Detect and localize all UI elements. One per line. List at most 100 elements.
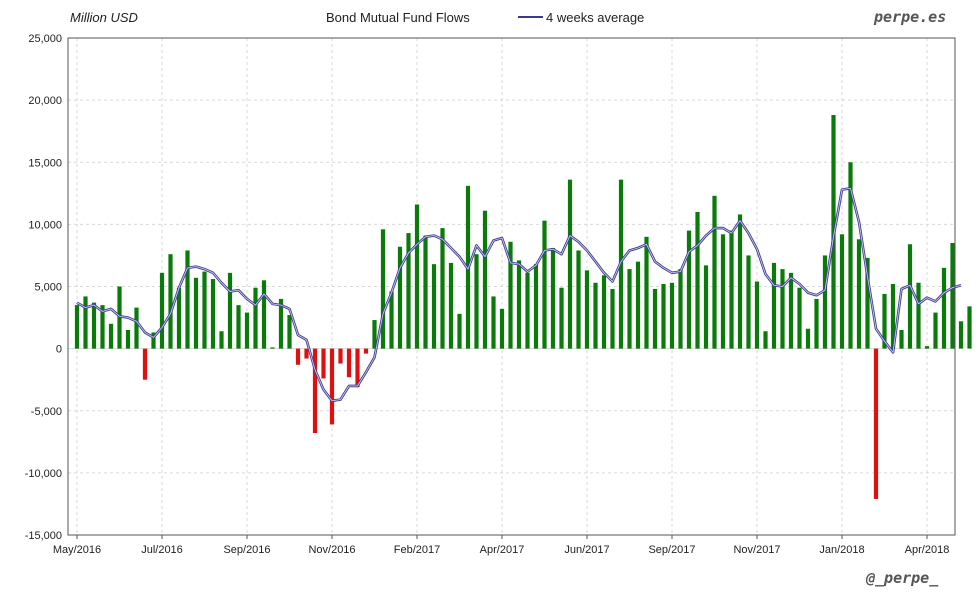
- flow-bar: [499, 308, 505, 349]
- flow-bar: [338, 348, 343, 364]
- flow-bar: [372, 320, 377, 349]
- x-tick-label: Apr/2017: [480, 544, 525, 556]
- y-tick-label: -10,000: [25, 468, 62, 480]
- y-axis-tick-labels: 25,000 20,000 15,000 10,000 5,000 0 -5,000 -10,…: [25, 33, 62, 542]
- flow-bar: [916, 282, 921, 349]
- flow-bar: [100, 305, 105, 349]
- flow-bar: [193, 277, 199, 349]
- x-axis-tick-labels: May/2016 Jul/2016 Sep/2016 Nov/2016 Feb/2017…: [53, 544, 949, 556]
- x-tick-label: Feb/2017: [394, 544, 440, 556]
- x-tick-label: Jul/2016: [141, 544, 183, 556]
- flow-bar: [304, 348, 309, 359]
- flow-bar: [678, 269, 683, 349]
- flow-bar: [91, 302, 97, 349]
- y-tick-label: 5,000: [34, 282, 62, 294]
- flow-bar: [848, 162, 853, 349]
- flow-bar: [610, 288, 615, 349]
- flow-bar: [780, 269, 785, 349]
- flow-bar: [686, 230, 692, 349]
- flow-bar: [695, 211, 700, 349]
- flow-bar: [822, 255, 828, 349]
- x-tick-label: Apr/2018: [905, 544, 950, 556]
- flow-bar: [899, 329, 904, 349]
- flow-bar: [576, 250, 581, 349]
- four-week-average-line: [76, 187, 962, 403]
- flow-bar: [559, 287, 564, 349]
- flow-bar: [652, 288, 658, 349]
- flow-bar: [74, 305, 80, 349]
- brand-bottom: @_perpe_: [865, 569, 939, 587]
- flow-bar: [890, 284, 896, 349]
- flow-bar: [278, 298, 284, 349]
- flow-bar: [151, 332, 156, 349]
- y-tick-label: -15,000: [25, 530, 62, 542]
- flow-bar: [882, 293, 887, 349]
- flow-bar: [644, 236, 649, 349]
- flow-bar: [406, 233, 411, 349]
- flow-bar: [261, 280, 267, 349]
- flow-bar: [856, 239, 862, 349]
- flow-bar: [627, 269, 632, 349]
- flow-bar: [584, 270, 590, 349]
- flow-bar: [414, 204, 420, 349]
- average-line-inner: [76, 187, 962, 402]
- flow-bar: [933, 312, 938, 349]
- flow-bar: [508, 241, 513, 349]
- flow-bar: [967, 306, 972, 349]
- flow-bar: [168, 254, 173, 349]
- x-tick-label: Jan/2018: [819, 544, 864, 556]
- flow-bar: [924, 346, 930, 349]
- flow-bar: [423, 235, 428, 349]
- flow-bar: [482, 210, 488, 349]
- x-tick-label: Sep/2017: [648, 544, 695, 556]
- flow-bar: [474, 254, 479, 349]
- flow-bar: [321, 348, 326, 379]
- x-tick-label: Sep/2016: [223, 544, 270, 556]
- flow-bar: [873, 348, 879, 499]
- flow-bar: [244, 312, 250, 349]
- y-tick-label: 15,000: [28, 157, 62, 169]
- chart-title: Bond Mutual Fund Flows: [326, 10, 470, 25]
- flow-bar: [958, 321, 964, 349]
- flow-bar: [448, 262, 454, 349]
- flow-bar: [941, 267, 947, 349]
- x-tick-label: Nov/2016: [308, 544, 355, 556]
- flow-bar: [355, 348, 360, 388]
- flow-bar: [720, 234, 726, 349]
- y-tick-label: 0: [56, 344, 62, 356]
- flow-bar: [491, 296, 496, 349]
- x-tick-label: Jun/2017: [564, 544, 609, 556]
- flow-bar: [295, 348, 301, 365]
- y-tick-label: -5,000: [31, 406, 62, 418]
- flow-bar: [397, 246, 403, 349]
- flow-bar: [542, 220, 547, 349]
- flow-bar: [270, 347, 275, 349]
- flow-bar: [567, 179, 573, 349]
- flow-bar: [108, 323, 114, 349]
- flow-bar: [754, 281, 760, 349]
- flow-bar: [210, 279, 216, 349]
- flow-bar: [635, 261, 641, 349]
- flow-bar: [346, 348, 352, 378]
- flow-bar: [227, 272, 233, 349]
- flow-bar: [550, 247, 556, 349]
- flow-bar: [202, 271, 207, 349]
- flow-bar: [525, 272, 530, 349]
- flow-bar: [125, 329, 131, 349]
- flow-bar: [83, 296, 88, 349]
- flow-bar: [950, 243, 955, 349]
- y-tick-label: 20,000: [28, 95, 62, 107]
- flow-bar: [389, 291, 394, 349]
- flow-bar: [771, 262, 777, 349]
- flow-bar: [134, 307, 139, 349]
- flow-bar: [601, 275, 607, 349]
- flow-bar: [593, 282, 598, 349]
- flow-bar: [363, 348, 369, 354]
- flow-bar: [440, 228, 445, 349]
- flow-bar: [219, 331, 224, 349]
- flow-bar: [142, 348, 148, 380]
- legend-label: 4 weeks average: [546, 10, 644, 25]
- axes: [67, 37, 956, 539]
- flow-bar: [703, 265, 709, 349]
- flow-bar: [865, 257, 870, 349]
